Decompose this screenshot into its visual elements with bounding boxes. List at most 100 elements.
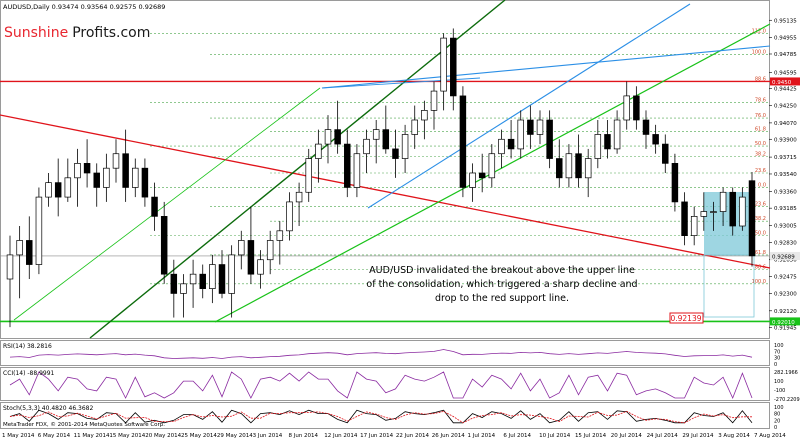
price-marker-9201: 0.92010 xyxy=(772,320,795,326)
bearish-candle xyxy=(642,119,650,135)
bearish-candle xyxy=(507,138,515,150)
bearish-candle xyxy=(450,37,457,97)
bullish-candle xyxy=(430,90,438,111)
annotation: AUD/USD invalidated the breakout above t… xyxy=(366,265,637,304)
price-tick-label: 0.94955 xyxy=(774,36,797,42)
bullish-candle xyxy=(353,153,361,188)
price-tick-label: 0.92650 xyxy=(774,258,797,264)
bearish-candle xyxy=(344,143,351,188)
date-label: 8 Jun 2014 xyxy=(288,433,318,439)
fib-level-label: 61.8 xyxy=(755,127,766,133)
bullish-candle xyxy=(295,191,303,203)
bullish-candle xyxy=(16,240,23,256)
annotation-line-1: AUD/USD invalidated the breakout above t… xyxy=(369,265,635,276)
bearish-candle xyxy=(546,119,553,159)
projection-box xyxy=(703,254,755,318)
low-price-label: 0.92139 xyxy=(670,314,701,323)
date-label: 29 May 2014 xyxy=(217,433,253,439)
copyright: MetaTrader FDX, © 2001-2014 MetaQuotes S… xyxy=(3,421,165,428)
price-tick-label: 0.93185 xyxy=(774,206,797,212)
date-label: 15 May 2014 xyxy=(109,433,145,439)
candles xyxy=(6,28,756,328)
indicator-level-label: 80 xyxy=(774,412,780,418)
blue-channel-line xyxy=(367,3,691,209)
bullish-candle xyxy=(613,119,621,150)
bullish-candle xyxy=(6,254,14,280)
bearish-candle xyxy=(662,143,669,164)
fib-level-label: 23.6 xyxy=(755,168,766,174)
bearish-candle xyxy=(122,153,129,188)
date-label: 6 May 2014 xyxy=(38,433,71,439)
indicator-level-label: -270.2209 xyxy=(774,397,800,403)
date-label: 1 Jul 2014 xyxy=(468,433,496,439)
indicator-level-label: 0 xyxy=(774,425,777,431)
price-tick-label: 0.94595 xyxy=(774,70,797,76)
bullish-candle xyxy=(305,158,312,193)
bullish-candle xyxy=(103,167,110,188)
bullish-candle xyxy=(180,283,187,294)
bullish-candle xyxy=(536,119,544,135)
cci-panel xyxy=(0,367,770,401)
date-label: 20 Jul 2014 xyxy=(611,433,643,439)
bearish-candle xyxy=(170,273,178,294)
bullish-candle xyxy=(209,264,216,289)
bearish-candle xyxy=(575,153,582,179)
bullish-candle xyxy=(238,240,245,256)
bearish-candle xyxy=(382,129,390,150)
price-tick-label: 0.94250 xyxy=(774,104,797,110)
indicator-level-label: 20 xyxy=(774,418,780,424)
fib-level-label: 38.2 xyxy=(755,216,766,222)
bullish-candle xyxy=(565,153,573,179)
bullish-candle xyxy=(623,95,630,121)
light-green-outer-line xyxy=(13,87,321,321)
date-label: 26 Jun 2014 xyxy=(432,433,466,439)
indicator-level-label: 30 xyxy=(774,356,780,362)
bullish-candle xyxy=(594,134,602,159)
bullish-candle xyxy=(421,110,428,121)
indicator-level-label: 70 xyxy=(774,349,780,355)
price-marker-9450-bg xyxy=(770,77,800,86)
bearish-candle xyxy=(199,273,206,289)
bullish-candle xyxy=(257,259,264,275)
bullish-candle xyxy=(372,129,380,140)
date-label: 10 Jul 2014 xyxy=(539,433,571,439)
bearish-candle xyxy=(334,129,341,145)
cci-label: CCI(14) -88.9991 xyxy=(3,370,55,377)
date-label: 22 Jun 2014 xyxy=(396,433,430,439)
price-tick-label: 0.94425 xyxy=(774,87,797,93)
fib-level-label: 100.0 xyxy=(752,279,766,285)
price-tick-label: 0.92830 xyxy=(774,240,797,246)
brand-logo: Sunshine Profits.com xyxy=(4,25,150,41)
bullish-candle xyxy=(286,201,293,232)
stoch-main-line xyxy=(9,409,753,424)
bullish-candle xyxy=(45,182,52,198)
indicator-lines xyxy=(9,349,753,424)
indicator-level-label: 0 xyxy=(774,362,777,368)
bearish-candle xyxy=(93,172,100,188)
bearish-candle xyxy=(604,134,611,150)
fib-level-label: 112.0 xyxy=(752,28,766,34)
red-support-line xyxy=(0,114,771,269)
bullish-candle xyxy=(584,158,592,179)
price-tick-label: 0.92300 xyxy=(774,291,797,297)
indicator-level-label: 282.1966 xyxy=(774,370,798,376)
indicator-level-label: -100 xyxy=(774,388,785,394)
bullish-candle xyxy=(324,129,332,145)
bearish-candle xyxy=(729,191,736,227)
bearish-candle xyxy=(151,196,158,217)
date-label: 1 May 2014 xyxy=(2,433,35,439)
indicator-level-label: 100 xyxy=(774,343,784,349)
fib-level-label: 76.0 xyxy=(755,113,766,119)
bullish-candle xyxy=(719,191,727,212)
bullish-candle xyxy=(517,119,524,150)
bullish-candle xyxy=(363,138,370,155)
bullish-candle xyxy=(228,254,235,294)
bullish-candle xyxy=(739,196,746,227)
fib-level-label: 100.0 xyxy=(752,49,766,55)
symbol-header: AUDUSD,Daily 0.93474 0.93564 0.92575 0.9… xyxy=(3,3,165,11)
blue-upper-line xyxy=(321,45,771,89)
bearish-candle xyxy=(527,119,534,135)
price-marker-current-bg xyxy=(770,251,800,260)
date-label: 29 Jul 2014 xyxy=(682,433,714,439)
